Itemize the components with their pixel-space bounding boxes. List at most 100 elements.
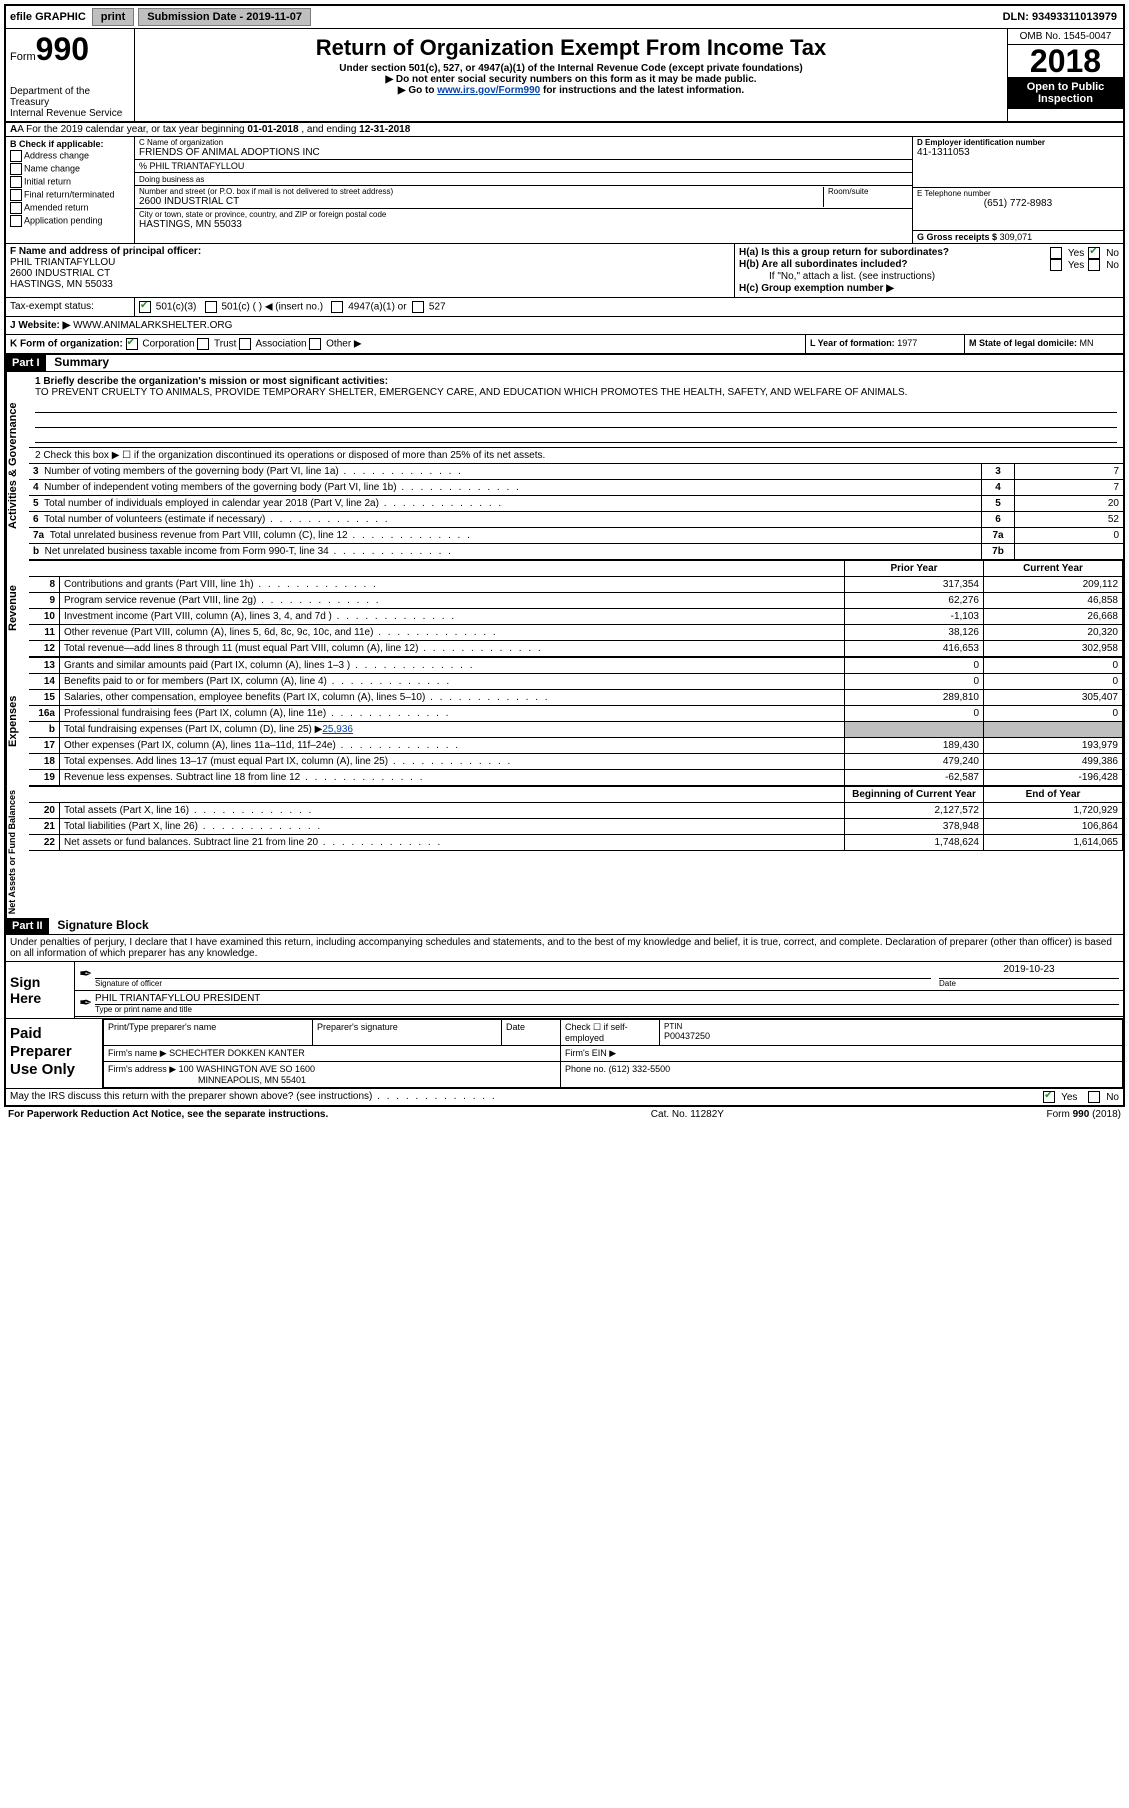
vtab-revenue: Revenue <box>6 560 29 657</box>
header-right: OMB No. 1545-0047 2018 Open to Public In… <box>1007 29 1123 121</box>
chk-initial-return[interactable] <box>10 176 22 188</box>
box-l: L Year of formation: 1977 <box>805 335 964 353</box>
box-c-label: C Name of organization <box>139 138 908 147</box>
table-row: 11Other revenue (Part VIII, column (A), … <box>29 625 1123 641</box>
chk-name-change[interactable] <box>10 163 22 175</box>
row-k-l-m: K Form of organization: Corporation Trus… <box>6 335 1123 355</box>
table-row: 8Contributions and grants (Part VIII, li… <box>29 577 1123 593</box>
dba-label: Doing business as <box>139 175 204 184</box>
firm-ein-label: Firm's EIN ▶ <box>561 1046 1123 1062</box>
line-a-mid: , and ending <box>299 124 360 135</box>
irs-link[interactable]: www.irs.gov/Form990 <box>437 85 540 96</box>
chk-501c3[interactable] <box>139 301 151 313</box>
name-title-label: Type or print name and title <box>95 1005 1119 1014</box>
ein: 41-1311053 <box>917 147 1119 158</box>
prep-date-label: Date <box>502 1020 561 1046</box>
ha-yes-chk[interactable] <box>1050 247 1062 259</box>
city-state-zip: HASTINGS, MN 55033 <box>139 219 908 230</box>
part-2-title: Signature Block <box>57 918 148 932</box>
discuss-no: No <box>1106 1092 1119 1103</box>
hb-yes-chk[interactable] <box>1050 259 1062 271</box>
pen-icon: ✒ <box>79 964 95 988</box>
chk-4947[interactable] <box>331 301 343 313</box>
chk-corp[interactable] <box>126 338 138 350</box>
mission-block: 1 Briefly describe the organization's mi… <box>29 372 1123 448</box>
city-label: City or town, state or province, country… <box>139 210 908 219</box>
preparer-table: Print/Type preparer's name Preparer's si… <box>103 1019 1123 1088</box>
dept-irs: Internal Revenue Service <box>10 108 130 119</box>
chk-501c[interactable] <box>205 301 217 313</box>
prep-sig-label: Preparer's signature <box>313 1020 502 1046</box>
opt-527: 527 <box>429 302 446 313</box>
box-e-label: E Telephone number <box>917 189 1119 198</box>
top-toolbar: efile GRAPHIC print Submission Date - 20… <box>6 6 1123 29</box>
prep-selfemp: Check ☐ if self-employed <box>561 1020 660 1046</box>
ha-no-chk[interactable] <box>1088 247 1100 259</box>
box-b: B Check if applicable: Address change Na… <box>6 137 135 243</box>
chk-527[interactable] <box>412 301 424 313</box>
part-2-header: Part II Signature Block <box>6 918 1123 935</box>
summary-governance: Activities & Governance 1 Briefly descri… <box>6 372 1123 560</box>
box-j-label: J Website: ▶ <box>10 320 70 331</box>
dln-label: DLN: <box>1003 11 1029 23</box>
form-link-line: ▶ Go to www.irs.gov/Form990 for instruct… <box>139 85 1003 96</box>
opt-initial-return: Initial return <box>24 176 71 186</box>
year-formation: 1977 <box>897 338 917 348</box>
header-left: Form990 Department of the Treasury Inter… <box>6 29 135 121</box>
signature-intro: Under penalties of perjury, I declare th… <box>6 935 1123 961</box>
discuss-no-chk[interactable] <box>1088 1091 1100 1103</box>
firm-name: SCHECHTER DOKKEN KANTER <box>169 1048 305 1058</box>
chk-application-pending[interactable] <box>10 215 22 227</box>
firm-phone-label: Phone no. <box>565 1064 606 1074</box>
table-row: 19Revenue less expenses. Subtract line 1… <box>29 770 1123 786</box>
officer-city: HASTINGS, MN 55033 <box>10 279 730 290</box>
ptin-label: PTIN <box>664 1022 1118 1031</box>
open-public-2: Inspection <box>1010 93 1121 105</box>
col-end-year: End of Year <box>984 787 1123 803</box>
table-row: 21Total liabilities (Part X, line 26)378… <box>29 819 1123 835</box>
chk-amended-return[interactable] <box>10 202 22 214</box>
ha-yes: Yes <box>1068 248 1084 259</box>
table-row: 14Benefits paid to or for members (Part … <box>29 674 1123 690</box>
state-domicile: MN <box>1080 338 1094 348</box>
header-mid: Return of Organization Exempt From Incom… <box>135 29 1007 121</box>
line1-label: 1 Briefly describe the organization's mi… <box>35 376 388 387</box>
hb-no-chk[interactable] <box>1088 259 1100 271</box>
submission-date-button[interactable]: Submission Date - 2019-11-07 <box>138 8 311 26</box>
table-row: b Net unrelated business taxable income … <box>29 544 1123 560</box>
footer-right-form: 990 <box>1073 1109 1090 1120</box>
box-b-title: B Check if applicable: <box>10 139 130 149</box>
org-name: FRIENDS OF ANIMAL ADOPTIONS INC <box>139 147 908 158</box>
street-address: 2600 INDUSTRIAL CT <box>139 196 823 207</box>
discuss-yes-chk[interactable] <box>1043 1091 1055 1103</box>
addr-label: Number and street (or P.O. box if mail i… <box>139 187 823 196</box>
opt-other: Other ▶ <box>326 339 361 350</box>
officer-name: PHIL TRIANTAFYLLOU <box>10 257 730 268</box>
box-g-label: G Gross receipts $ <box>917 232 997 242</box>
chk-address-change[interactable] <box>10 150 22 162</box>
box-f: F Name and address of principal officer:… <box>6 244 735 297</box>
print-button[interactable]: print <box>92 8 134 26</box>
footer-right: Form 990 (2018) <box>1047 1109 1121 1120</box>
table-row: 18Total expenses. Add lines 13–17 (must … <box>29 754 1123 770</box>
gross-receipts: 309,071 <box>1000 232 1033 242</box>
opt-assoc: Association <box>255 339 306 350</box>
part-1-badge: Part I <box>6 355 46 371</box>
box-k: K Form of organization: Corporation Trus… <box>6 335 805 353</box>
footer-right-pre: Form <box>1047 1109 1073 1120</box>
col-current-year: Current Year <box>984 561 1123 577</box>
form-word: Form <box>10 51 36 63</box>
table-row: 10Investment income (Part VIII, column (… <box>29 609 1123 625</box>
table-row: 6 Total number of volunteers (estimate i… <box>29 512 1123 528</box>
line2: 2 Check this box ▶ ☐ if the organization… <box>29 448 1123 464</box>
chk-assoc[interactable] <box>239 338 251 350</box>
table-row: bTotal fundraising expenses (Part IX, co… <box>29 722 1123 738</box>
dln: DLN: 93493311013979 <box>1003 11 1123 23</box>
table-row: 4 Number of independent voting members o… <box>29 480 1123 496</box>
chk-trust[interactable] <box>197 338 209 350</box>
chk-final-return[interactable] <box>10 189 22 201</box>
chk-other[interactable] <box>309 338 321 350</box>
opt-final-return: Final return/terminated <box>24 189 115 199</box>
signature-date-label: Date <box>939 979 1119 988</box>
firm-addr-label: Firm's address ▶ <box>108 1064 176 1074</box>
